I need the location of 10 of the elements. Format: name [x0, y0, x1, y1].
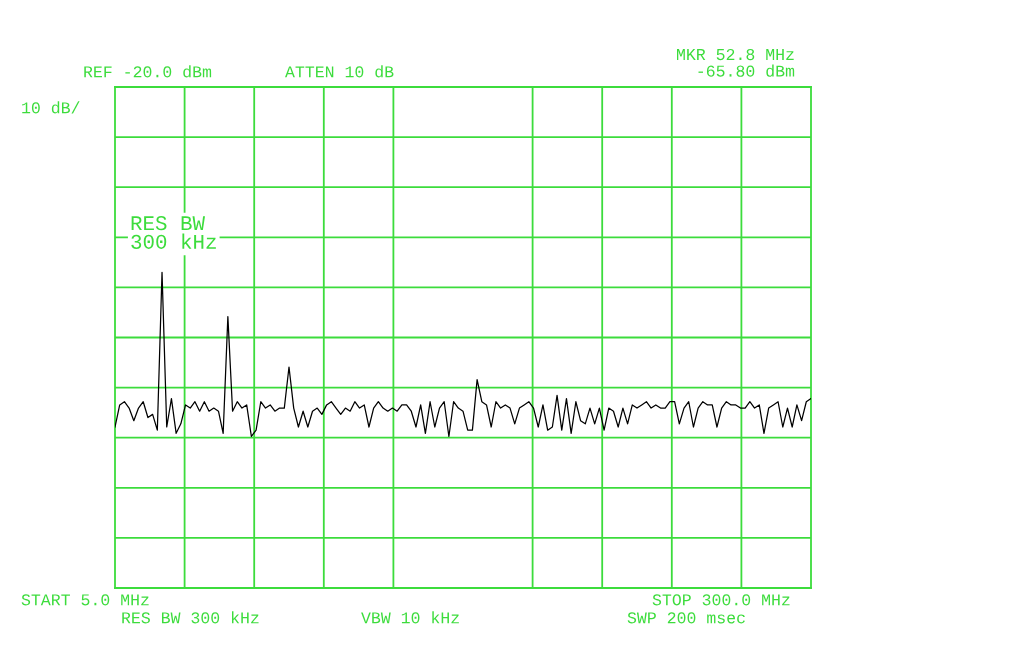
- text: SWP 200 msec: [627, 612, 745, 624]
- text: REF -20.0 dBm: [84, 65, 212, 78]
- text: MKR 52.8 MHz -65.80 dBm: [677, 48, 795, 77]
- text: VBW 10 kHz: [361, 611, 459, 624]
- text: ATTEN 10 dB: [285, 65, 394, 78]
- text: 10 dB/: [22, 101, 80, 114]
- text: STOP 300.0 MHz: [652, 594, 790, 606]
- text: START 5.0 MHz: [21, 594, 149, 606]
- text: RES BW 300 kHz: [122, 611, 259, 624]
- text: RES BW 300 kHz: [131, 216, 216, 249]
